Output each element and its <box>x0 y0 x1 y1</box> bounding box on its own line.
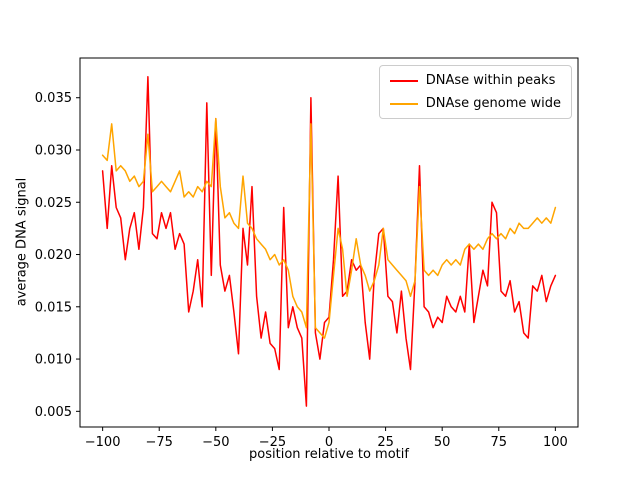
legend-item-genome: DNAse genome wide <box>389 96 561 111</box>
x-tick-label: 0 <box>325 435 333 450</box>
series-line-0 <box>101 76 557 407</box>
y-tick-label: 0.005 <box>35 405 72 420</box>
x-tick-label: 50 <box>434 435 451 450</box>
x-axis-label: position relative to motif <box>249 447 409 462</box>
legend-item-peaks: DNAse within peaks <box>389 73 561 88</box>
y-tick-label: 0.020 <box>35 248 72 263</box>
series-line-1 <box>101 117 557 339</box>
x-tick-label: −50 <box>202 435 229 450</box>
y-tick-label: 0.035 <box>35 91 72 106</box>
y-axis-label: average DNA signal <box>14 177 30 307</box>
legend-swatch-orange-line <box>389 102 418 105</box>
x-tick-label: 25 <box>377 435 394 450</box>
x-tick-label: 100 <box>543 435 568 450</box>
legend-label-genome: DNAse genome wide <box>425 96 561 111</box>
x-tick-label: −75 <box>146 435 173 450</box>
x-tick-label: −100 <box>85 435 121 450</box>
y-tick-label: 0.015 <box>35 300 72 315</box>
x-tick-label: 75 <box>490 435 507 450</box>
y-tick-label: 0.025 <box>35 196 72 211</box>
y-tick-label: 0.030 <box>35 143 72 158</box>
legend-label-peaks: DNAse within peaks <box>425 73 556 88</box>
legend: DNAse within peaks DNAse genome wide <box>378 65 572 119</box>
x-tick-label: −25 <box>259 435 286 450</box>
y-tick-label: 0.010 <box>35 353 72 368</box>
legend-swatch-red-line <box>389 79 418 82</box>
